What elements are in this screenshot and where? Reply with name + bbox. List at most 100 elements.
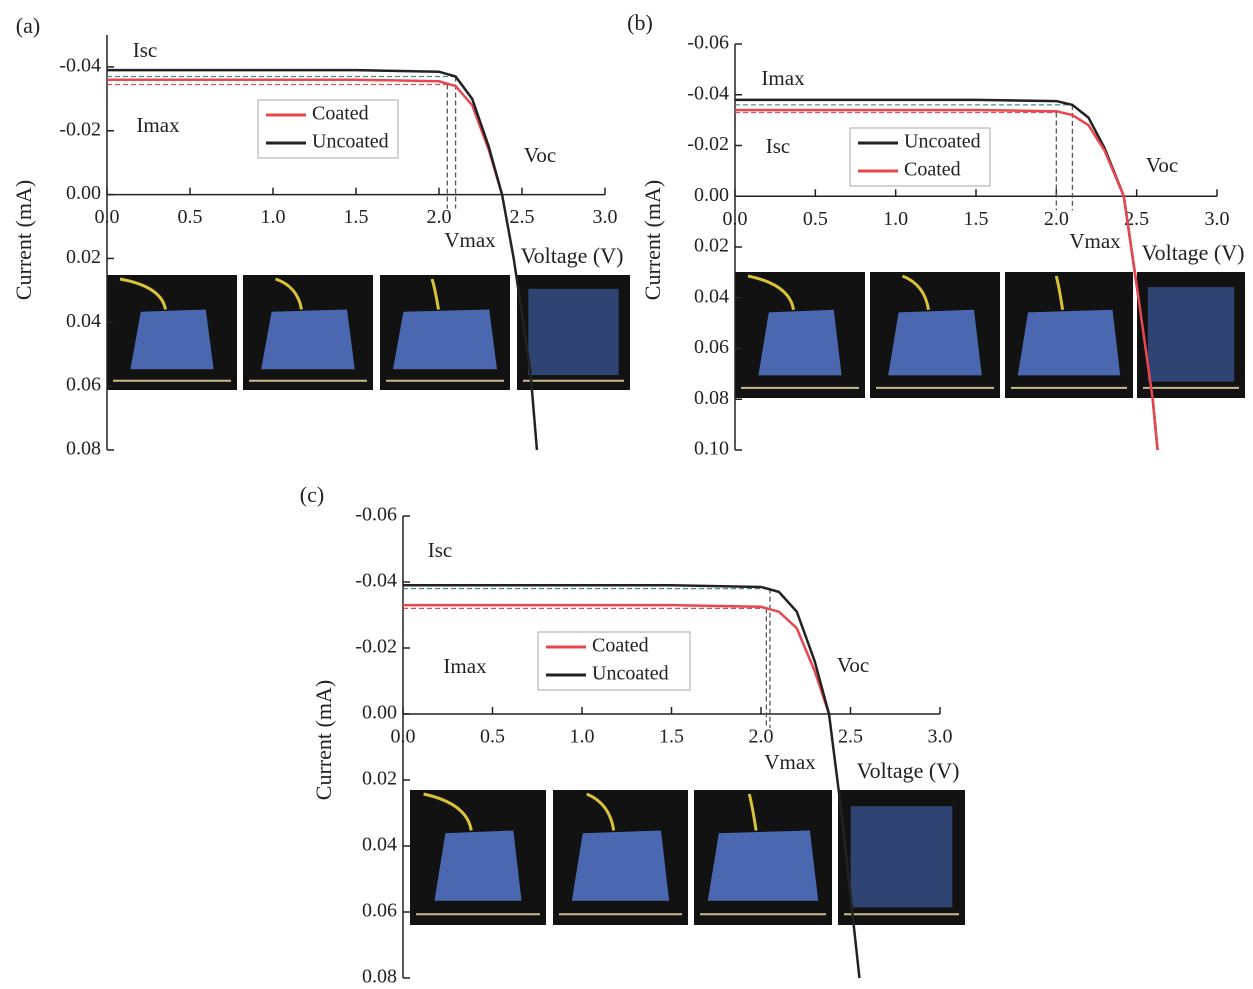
cell <box>1147 287 1235 382</box>
x-tick-label: 1.5 <box>659 726 684 748</box>
y-tick-label: -0.06 <box>687 32 729 54</box>
y-tick-label: 0.02 <box>694 235 729 257</box>
iv-curve <box>403 584 861 979</box>
x-tick-label: 2.5 <box>838 726 863 748</box>
y-tick-label: 0.10 <box>694 438 729 460</box>
wire <box>901 274 930 311</box>
x-tick-label: 0.0 <box>391 726 416 748</box>
y-tick-label: -0.02 <box>59 118 101 140</box>
y-tick-label: 0.04 <box>694 285 729 307</box>
x-axis-label: Voltage (V) <box>857 758 960 783</box>
x-tick-label: 3.0 <box>1205 208 1230 230</box>
y-tick-label: 0.00 <box>66 182 101 204</box>
y-tick-label: 0.06 <box>694 336 729 358</box>
x-tick-label: 0.5 <box>480 726 505 748</box>
cell <box>571 830 670 901</box>
x-tick-label: 2.5 <box>1124 208 1149 230</box>
x-tick-label: 2.0 <box>749 726 774 748</box>
y-tick-label: 0.02 <box>362 768 397 790</box>
annotation: Voc <box>1146 153 1178 177</box>
y-tick-label: -0.04 <box>687 82 729 104</box>
annotation: Voc <box>837 653 869 677</box>
iv-curve <box>107 68 539 451</box>
y-tick-label: 0.08 <box>66 438 101 460</box>
y-tick-label: 0.06 <box>66 374 101 396</box>
x-tick-label: 1.0 <box>570 726 595 748</box>
cell <box>888 309 982 376</box>
cell <box>393 309 497 370</box>
y-tick-label: 0.04 <box>362 834 397 856</box>
annotation: Vmax <box>1069 229 1121 253</box>
wire <box>747 793 758 831</box>
y-tick-label: -0.02 <box>687 133 729 155</box>
legend-box <box>849 127 991 187</box>
y-tick-label: 0.08 <box>362 966 397 988</box>
y-axis-label: Current (mA) <box>311 680 336 800</box>
x-axis-label: Voltage (V) <box>521 243 624 268</box>
legend-label: Uncoated <box>904 131 981 153</box>
x-tick-label: 2.0 <box>427 206 452 228</box>
cell <box>758 309 842 376</box>
cell <box>130 309 214 370</box>
annotation: Imax <box>761 66 805 90</box>
legend-label: Coated <box>312 103 369 125</box>
annotation: Imax <box>443 654 487 678</box>
y-tick-label: -0.04 <box>355 570 397 592</box>
y-axis-label: Current (mA) <box>640 180 665 300</box>
wire <box>747 274 795 311</box>
y-tick-label: -0.06 <box>355 504 397 526</box>
wire <box>274 277 303 310</box>
x-tick-label: 3.0 <box>593 206 618 228</box>
y-tick-label: -0.04 <box>59 55 101 77</box>
x-tick-label: 0.5 <box>803 208 828 230</box>
annotation: Vmax <box>444 228 496 252</box>
y-tick-label: 0.02 <box>66 246 101 268</box>
y-tick-label: 0.08 <box>694 387 729 409</box>
annotation: Isc <box>133 38 158 62</box>
legend-box <box>537 631 691 691</box>
x-tick-label: 0.0 <box>95 206 120 228</box>
legend-box <box>257 99 399 159</box>
cell <box>707 830 819 901</box>
wire <box>586 792 616 831</box>
iv-curve <box>107 78 504 195</box>
x-tick-label: 1.5 <box>344 206 369 228</box>
y-tick-label: 0.06 <box>362 900 397 922</box>
cell <box>434 830 522 901</box>
x-tick-label: 1.5 <box>964 208 989 230</box>
x-tick-label: 1.0 <box>261 206 286 228</box>
wire <box>119 277 167 310</box>
x-tick-label: 1.0 <box>883 208 908 230</box>
annotation: Vmax <box>764 750 816 774</box>
cell <box>528 288 619 376</box>
wire <box>1054 275 1065 311</box>
x-tick-label: 2.0 <box>1044 208 1069 230</box>
annotation: Isc <box>766 134 791 158</box>
y-tick-label: 0.00 <box>694 184 729 206</box>
y-tick-label: 0.04 <box>66 310 101 332</box>
x-axis-label: Voltage (V) <box>1142 240 1245 265</box>
x-tick-label: 2.5 <box>510 206 535 228</box>
legend-label: Uncoated <box>592 663 669 685</box>
panel-label: (a) <box>16 13 40 38</box>
cell <box>850 806 953 908</box>
cell <box>261 309 355 370</box>
x-tick-label: 3.0 <box>928 726 953 748</box>
y-tick-label: 0.00 <box>362 702 397 724</box>
legend-label: Coated <box>904 159 961 181</box>
annotation: Isc <box>428 538 453 562</box>
y-tick-label: -0.02 <box>355 636 397 658</box>
panel-label: (b) <box>627 10 653 35</box>
iv-curve <box>735 108 1159 451</box>
x-tick-label: 0.5 <box>178 206 203 228</box>
legend-label: Coated <box>592 635 649 657</box>
panel-label: (c) <box>300 482 324 507</box>
annotation: Voc <box>524 143 556 167</box>
annotation: Imax <box>136 113 180 137</box>
wire <box>430 278 440 310</box>
legend-label: Uncoated <box>312 131 389 153</box>
wire <box>423 792 473 831</box>
cell <box>1017 309 1121 376</box>
y-axis-label: Current (mA) <box>11 180 36 300</box>
